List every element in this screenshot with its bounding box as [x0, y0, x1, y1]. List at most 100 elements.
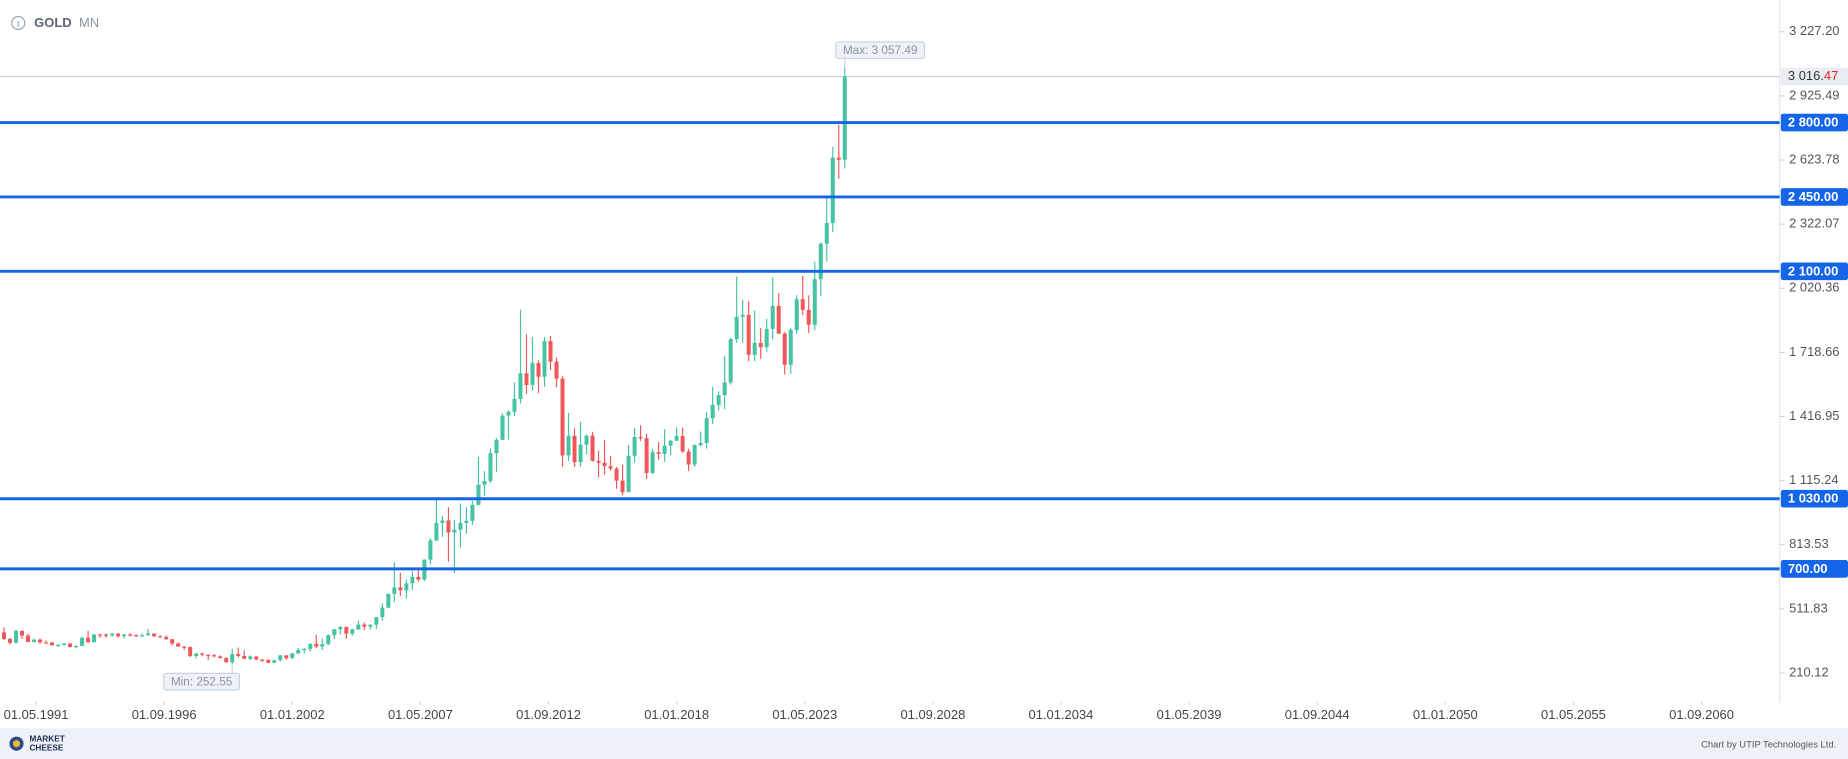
y-tick-label: 2 925.49	[1789, 87, 1839, 102]
candle-body	[566, 435, 571, 456]
candle-body	[146, 633, 151, 636]
candle-body	[428, 540, 433, 560]
candle-body	[662, 445, 667, 454]
candle-body	[740, 314, 745, 317]
info-icon[interactable]	[11, 15, 26, 31]
candle-body	[380, 607, 385, 618]
candle-body	[122, 634, 127, 637]
candle-body	[302, 648, 307, 651]
candle-body	[104, 634, 109, 636]
candle-body	[86, 637, 91, 643]
candle-body	[80, 637, 85, 646]
candle-body	[362, 624, 367, 627]
candle-body	[638, 437, 643, 439]
candle-body	[722, 382, 727, 396]
candle-body	[434, 522, 439, 541]
level-label: 2 450.00	[1788, 189, 1838, 204]
candle-body	[590, 435, 595, 461]
candle-body	[548, 341, 553, 362]
y-tick-label: 1 416.95	[1789, 408, 1839, 423]
level-label-box	[1780, 489, 1848, 508]
candle-body	[746, 314, 751, 355]
candle-body	[686, 451, 691, 465]
y-tick-label: 3 227.20	[1789, 23, 1839, 38]
y-tick-label: 1 718.66	[1789, 344, 1839, 359]
x-tick-label: 01.05.2007	[388, 707, 453, 722]
candle-body	[206, 654, 211, 656]
brand-logo-dot	[12, 740, 21, 748]
min-box	[163, 672, 240, 691]
candle-body	[470, 504, 475, 521]
candle-body	[710, 404, 715, 419]
candle-body	[542, 341, 547, 377]
candle-body	[770, 305, 775, 329]
candle-body	[392, 587, 397, 594]
candle-body	[620, 480, 625, 493]
candle-body	[554, 361, 559, 379]
candle-body	[782, 333, 787, 365]
candle-body	[458, 522, 463, 530]
credit: Chart by UTIP Technologies Ltd.	[1701, 738, 1836, 749]
candle-body	[338, 626, 343, 630]
price-label-main: 3 016.	[1788, 69, 1824, 84]
price-label: 3 016.47	[1788, 69, 1838, 84]
price-label-box	[1780, 67, 1848, 86]
min-label: Min: 252.55	[171, 675, 233, 688]
candle-body	[68, 643, 73, 647]
candle-body	[716, 395, 721, 405]
candle-body	[200, 653, 205, 655]
candle-body	[518, 373, 523, 399]
candle-body	[284, 655, 289, 659]
candle-body	[578, 444, 583, 463]
x-tick-label: 01.09.2044	[1285, 707, 1350, 722]
candle-body	[704, 418, 709, 444]
candle-body	[326, 635, 331, 645]
x-tick-label: 01.09.1996	[132, 707, 197, 722]
candle-body	[656, 452, 661, 454]
timeframe: MN	[79, 15, 99, 30]
x-tick-label: 01.05.2055	[1541, 707, 1606, 722]
candle-body	[314, 643, 319, 647]
level-label: 700.00	[1788, 561, 1828, 576]
candle-body	[308, 643, 313, 649]
candle-body	[110, 633, 115, 636]
candle-body	[572, 435, 577, 463]
candle-body	[764, 328, 769, 348]
candle-body	[614, 468, 619, 481]
candle-body	[56, 644, 61, 646]
candle-body	[260, 659, 265, 661]
candle-body	[608, 466, 613, 469]
candle-body	[296, 650, 301, 654]
candle-body	[512, 398, 517, 412]
candle-body	[176, 643, 181, 647]
candle-body	[14, 630, 19, 643]
level-label-box	[1780, 188, 1848, 206]
level-label: 2 800.00	[1788, 115, 1838, 130]
candle-body	[266, 659, 271, 663]
candle-body	[224, 658, 229, 663]
candle-body	[344, 626, 349, 634]
candle-body	[500, 415, 505, 440]
x-tick-label: 01.01.2050	[1413, 707, 1478, 722]
candle-body	[2, 632, 7, 639]
candle-body	[62, 643, 67, 645]
candle-body	[494, 439, 499, 454]
candle-body	[464, 520, 469, 523]
candle-body	[602, 462, 607, 467]
candle-body	[236, 654, 241, 656]
candle-body	[134, 635, 139, 637]
candle-body	[650, 452, 655, 474]
candle-body	[416, 576, 421, 580]
candle-body	[38, 639, 43, 643]
candle-body	[152, 633, 157, 637]
candle-body	[98, 634, 103, 636]
candle-body	[398, 587, 403, 591]
candle-body	[506, 411, 511, 416]
y-tick-label: 813.53	[1789, 536, 1829, 551]
y-tick-label: 511.83	[1789, 600, 1828, 615]
candle-body	[74, 645, 79, 648]
candle-body	[812, 279, 817, 325]
candle-body	[278, 655, 283, 661]
x-tick-label: 01.05.2039	[1157, 707, 1222, 722]
